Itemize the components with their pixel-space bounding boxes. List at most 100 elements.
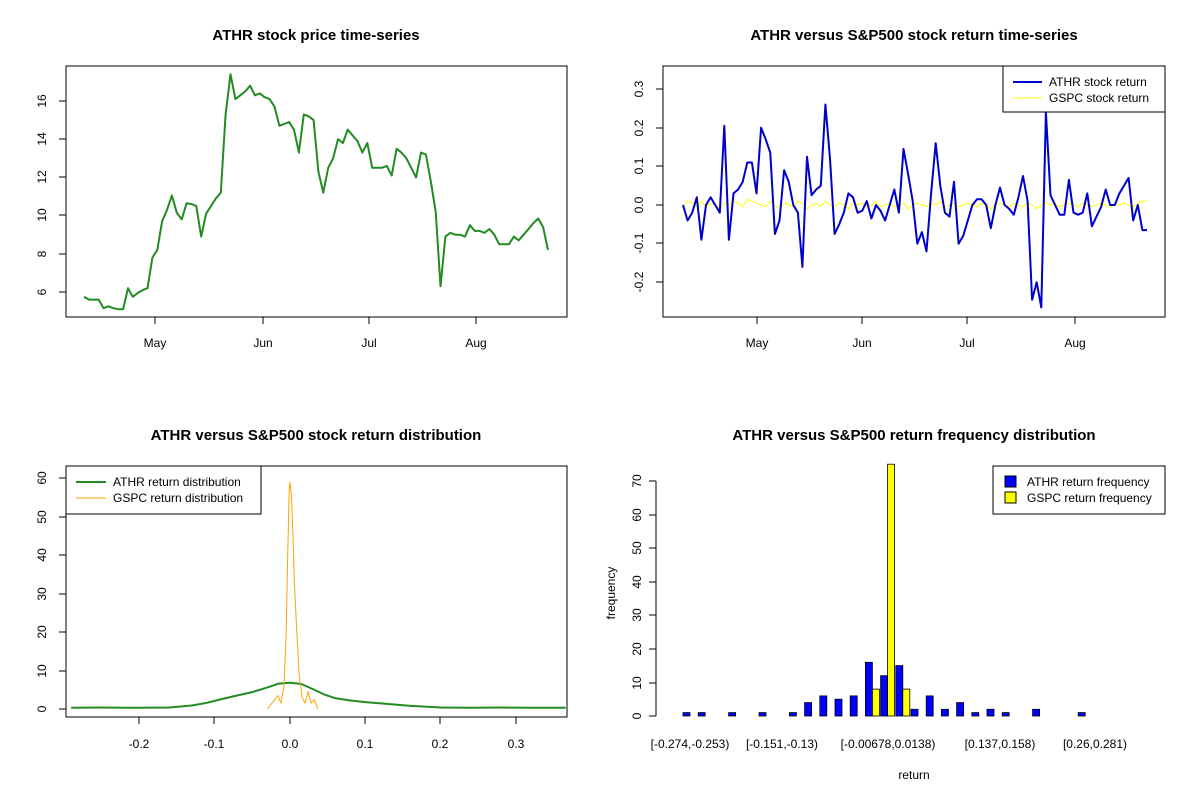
athr-return-line	[682, 103, 1147, 309]
athr-frequency-bar	[1077, 712, 1086, 717]
athr-frequency-bar	[819, 695, 828, 717]
y-tick-label: 0.3	[632, 80, 646, 97]
gspc-density-line	[267, 481, 319, 710]
chart-title: ATHR versus S&P500 stock return distribu…	[151, 427, 482, 444]
athr-frequency-bar	[925, 695, 934, 717]
y-axis-title: frequency	[604, 567, 618, 620]
y-tick-label: 10	[630, 676, 644, 690]
x-tick-label: May	[746, 336, 769, 350]
y-tick-label: 40	[630, 575, 644, 589]
x-tick-label: Jun	[253, 336, 272, 350]
y-tick-label: 0.0	[632, 196, 646, 213]
series-group	[83, 73, 549, 311]
athr-frequency-bar	[941, 708, 949, 717]
panel-return-frequency: ATHR versus S&P500 return frequency dist…	[604, 427, 1166, 782]
athr-frequency-bar	[758, 712, 767, 717]
series-group	[682, 103, 1147, 309]
athr-frequency-bar	[986, 708, 995, 717]
y-tick-label: 12	[35, 170, 49, 184]
gspc-frequency-bar	[902, 688, 911, 717]
y-tick-label: 60	[35, 471, 49, 485]
plot-frame	[65, 65, 568, 318]
x-tick-label: -0.2	[129, 737, 150, 751]
athr-frequency-bar	[1001, 712, 1010, 717]
y-tick-label: 8	[35, 250, 49, 257]
chart-title: ATHR versus S&P500 return frequency dist…	[732, 427, 1095, 444]
y-tick-label: 10	[35, 664, 49, 678]
y-tick-label: 40	[35, 548, 49, 562]
athr-frequency-bar	[682, 712, 691, 717]
y-tick-label: 16	[35, 94, 49, 108]
y-tick-label: 50	[630, 541, 644, 555]
x-axis-title: return	[898, 768, 929, 782]
athr-frequency-bar	[880, 675, 888, 717]
legend-label: ATHR stock return	[1049, 75, 1147, 89]
gspc-return-line	[682, 198, 1147, 210]
x-tick-label: Jul	[361, 336, 376, 350]
panel-price-timeseries: ATHR stock price time-series May Jun Jul…	[35, 27, 568, 350]
athr-frequency-bar	[865, 661, 873, 717]
y-tick-label: 30	[630, 608, 644, 622]
y-tick-label: 14	[35, 132, 49, 146]
athr-frequency-bar	[956, 702, 964, 717]
x-tick-label: 0.2	[432, 737, 449, 751]
x-tick-label: 0.3	[508, 737, 525, 751]
panel-return-distribution: ATHR versus S&P500 stock return distribu…	[35, 427, 568, 751]
legend-label: ATHR return distribution	[113, 475, 241, 489]
athr-frequency-bar	[697, 712, 706, 717]
y-tick-label: 50	[35, 510, 49, 524]
x-tick-label: Aug	[465, 336, 486, 350]
gspc-frequency-bar	[872, 688, 880, 717]
x-tick-label: [-0.00678,0.0138)	[841, 737, 936, 751]
y-tick-label: 30	[35, 587, 49, 601]
chart-title: ATHR versus S&P500 stock return time-ser…	[750, 27, 1077, 44]
legend-label: GSPC stock return	[1049, 91, 1149, 105]
athr-frequency-bar	[971, 712, 980, 717]
legend-swatch	[1004, 475, 1017, 488]
y-tick-label: -0.2	[632, 271, 646, 292]
athr-frequency-bar	[1032, 708, 1040, 717]
x-tick-label: Jul	[959, 336, 974, 350]
series-group	[682, 463, 1086, 717]
x-tick-label: -0.1	[204, 737, 225, 751]
y-tick-label: 70	[630, 474, 644, 488]
athr-frequency-bar	[804, 702, 812, 717]
athr-density-line	[71, 681, 566, 709]
x-tick-label: Aug	[1064, 336, 1085, 350]
x-tick-label: [0.137,0.158)	[965, 737, 1036, 751]
legend-box	[1002, 65, 1166, 113]
price-line	[83, 73, 549, 311]
y-tick-label: 20	[35, 625, 49, 639]
legend-label: GSPC return frequency	[1027, 491, 1152, 505]
legend-box	[992, 465, 1166, 515]
x-tick-label: [-0.274,-0.253)	[651, 737, 730, 751]
legend-label: GSPC return distribution	[113, 491, 243, 505]
legend-box	[65, 465, 262, 515]
athr-frequency-bar	[849, 695, 858, 717]
x-tick-label: [0.26,0.281)	[1063, 737, 1127, 751]
chart-title: ATHR stock price time-series	[212, 27, 419, 44]
series-group	[71, 481, 566, 710]
y-tick-label: 10	[35, 208, 49, 222]
panel-return-timeseries: ATHR versus S&P500 stock return time-ser…	[632, 27, 1166, 350]
y-tick-label: 60	[630, 508, 644, 522]
athr-frequency-bar	[910, 708, 919, 717]
x-tick-label: May	[144, 336, 167, 350]
athr-frequency-bar	[895, 665, 904, 717]
legend-label: ATHR return frequency	[1027, 475, 1150, 489]
y-tick-label: 0.1	[632, 157, 646, 174]
y-tick-label: 0	[630, 712, 644, 719]
x-tick-label: [-0.151,-0.13)	[746, 737, 818, 751]
x-tick-label: 0.0	[282, 737, 299, 751]
x-tick-label: 0.1	[357, 737, 374, 751]
y-tick-label: 6	[35, 288, 49, 295]
x-tick-label: Jun	[852, 336, 871, 350]
y-tick-label: -0.1	[632, 232, 646, 253]
athr-frequency-bar	[834, 698, 843, 717]
gspc-frequency-bar	[887, 463, 895, 717]
legend-swatch	[1004, 491, 1017, 504]
y-tick-label: 0.2	[632, 119, 646, 136]
athr-frequency-bar	[728, 712, 736, 717]
y-tick-label: 0	[35, 705, 49, 712]
